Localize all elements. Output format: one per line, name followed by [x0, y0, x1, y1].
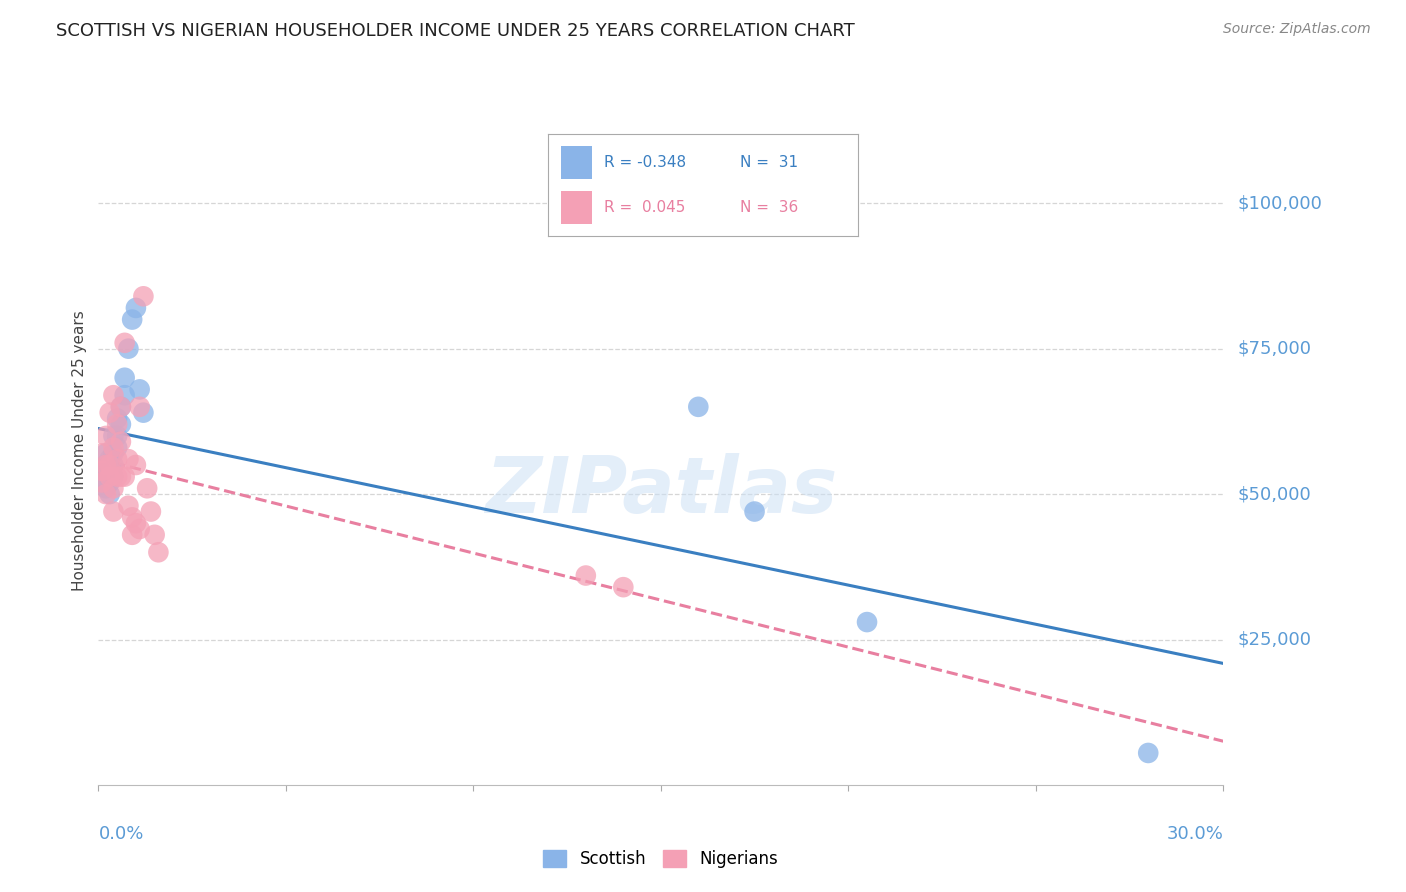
- Point: [121, 528, 143, 542]
- Point: [98, 458, 121, 472]
- Point: [98, 406, 121, 420]
- Text: R =  0.045: R = 0.045: [605, 200, 685, 215]
- Point: [103, 458, 125, 472]
- Point: [98, 464, 121, 478]
- Point: [110, 434, 132, 449]
- Point: [612, 580, 634, 594]
- Point: [103, 446, 125, 460]
- Point: [103, 481, 125, 495]
- Point: [114, 335, 136, 350]
- Text: N =  36: N = 36: [740, 200, 799, 215]
- Point: [117, 499, 139, 513]
- Text: SCOTTISH VS NIGERIAN HOUSEHOLDER INCOME UNDER 25 YEARS CORRELATION CHART: SCOTTISH VS NIGERIAN HOUSEHOLDER INCOME …: [56, 22, 855, 40]
- Point: [94, 458, 117, 472]
- Point: [103, 388, 125, 402]
- Point: [110, 417, 132, 432]
- Point: [105, 417, 128, 432]
- Point: [103, 504, 125, 518]
- Point: [110, 400, 132, 414]
- Text: R = -0.348: R = -0.348: [605, 155, 686, 170]
- Point: [103, 469, 125, 483]
- Point: [125, 301, 148, 315]
- Point: [91, 475, 114, 490]
- Point: [91, 464, 114, 478]
- Point: [575, 568, 598, 582]
- Point: [94, 429, 117, 443]
- Text: $75,000: $75,000: [1237, 340, 1312, 358]
- Point: [105, 469, 128, 483]
- Point: [744, 504, 766, 518]
- FancyBboxPatch shape: [561, 146, 592, 179]
- Point: [143, 528, 166, 542]
- Point: [91, 464, 114, 478]
- Point: [94, 481, 117, 495]
- Point: [1137, 746, 1160, 760]
- Point: [94, 487, 117, 501]
- Text: $50,000: $50,000: [1237, 485, 1310, 503]
- Point: [98, 487, 121, 501]
- Point: [94, 458, 117, 472]
- Point: [128, 400, 150, 414]
- Point: [148, 545, 170, 559]
- Point: [103, 441, 125, 455]
- Point: [91, 446, 114, 460]
- Point: [98, 452, 121, 467]
- Point: [125, 516, 148, 531]
- Text: $25,000: $25,000: [1237, 631, 1312, 648]
- Point: [139, 504, 162, 518]
- Point: [128, 522, 150, 536]
- Point: [132, 289, 155, 303]
- Point: [128, 383, 150, 397]
- Point: [110, 400, 132, 414]
- Point: [114, 370, 136, 384]
- Point: [105, 441, 128, 455]
- Y-axis label: Householder Income Under 25 years: Householder Income Under 25 years: [72, 310, 87, 591]
- Point: [856, 615, 879, 629]
- Point: [136, 481, 159, 495]
- Point: [94, 469, 117, 483]
- Point: [91, 469, 114, 483]
- Point: [117, 452, 139, 467]
- Point: [121, 510, 143, 524]
- Text: ZIPatlas: ZIPatlas: [485, 452, 837, 529]
- Point: [110, 469, 132, 483]
- Point: [121, 312, 143, 326]
- Point: [98, 475, 121, 490]
- Text: 30.0%: 30.0%: [1167, 825, 1223, 843]
- Point: [103, 429, 125, 443]
- Point: [688, 400, 710, 414]
- Text: Source: ZipAtlas.com: Source: ZipAtlas.com: [1223, 22, 1371, 37]
- Text: $100,000: $100,000: [1237, 194, 1322, 212]
- Point: [114, 469, 136, 483]
- Point: [105, 452, 128, 467]
- Point: [117, 342, 139, 356]
- Point: [105, 429, 128, 443]
- Point: [91, 475, 114, 490]
- Point: [132, 406, 155, 420]
- Legend: Scottish, Nigerians: Scottish, Nigerians: [537, 843, 785, 875]
- Point: [94, 446, 117, 460]
- Point: [125, 458, 148, 472]
- FancyBboxPatch shape: [561, 191, 592, 224]
- Text: N =  31: N = 31: [740, 155, 799, 170]
- Point: [114, 388, 136, 402]
- Text: 0.0%: 0.0%: [98, 825, 143, 843]
- Point: [105, 411, 128, 425]
- Point: [98, 469, 121, 483]
